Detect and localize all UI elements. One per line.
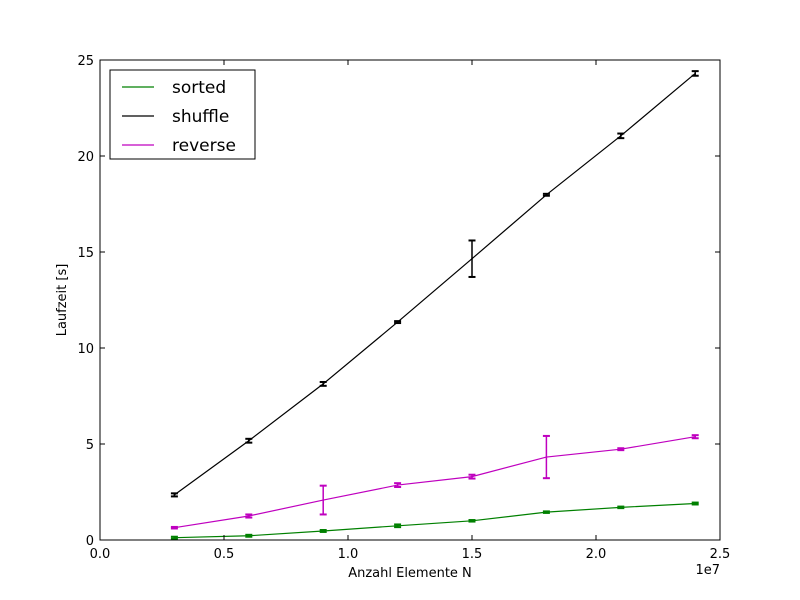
data-point	[694, 502, 696, 505]
data-point	[471, 520, 473, 522]
series-sorted	[170, 501, 699, 540]
ticks-layer: 0.0 0.5 1.0 1.5 2.0 2.5 0 5 10 15 20 25	[77, 54, 730, 562]
series-line-reverse	[174, 436, 696, 529]
data-point	[248, 515, 250, 517]
data-point	[694, 435, 696, 438]
data-point	[620, 506, 622, 509]
data-point	[620, 448, 622, 450]
legend-label-sorted: sorted	[172, 78, 226, 98]
data-point	[173, 494, 176, 496]
legend-box	[109, 69, 256, 160]
y-tick-label: 10	[77, 342, 94, 357]
data-point	[694, 72, 696, 75]
data-point	[545, 511, 548, 513]
data-point	[471, 257, 473, 260]
series-shuffle	[170, 70, 699, 498]
legend-label-shuffle: shuffle	[172, 107, 229, 127]
data-point	[248, 439, 250, 442]
data-point	[173, 536, 176, 539]
x-axis-label: Anzahl Elemente N	[348, 566, 472, 581]
plot-frame	[99, 59, 721, 541]
x-tick-label: 0.5	[214, 547, 235, 562]
data-point	[545, 456, 548, 458]
data-point	[322, 499, 325, 501]
x-tick-label: 2.0	[586, 547, 607, 562]
data-point	[396, 524, 399, 527]
y-tick-label: 25	[77, 54, 94, 69]
data-point	[322, 383, 325, 385]
data-point	[322, 530, 325, 532]
y-tick-label: 20	[77, 150, 94, 165]
data-point	[173, 526, 176, 529]
data-point	[396, 321, 399, 323]
series-line-sorted	[174, 502, 696, 539]
y-tick-label: 5	[86, 438, 94, 453]
legend-label-reverse: reverse	[172, 136, 236, 156]
x-tick-label: 1.5	[462, 547, 483, 562]
data-point	[620, 135, 622, 137]
series-line-shuffle	[174, 72, 696, 496]
series-reverse	[170, 434, 699, 530]
y-axis-label: Laufzeit [s]	[55, 264, 70, 337]
x-tick-label: 0.0	[90, 547, 111, 562]
data-point	[471, 475, 473, 478]
y-tick-label: 0	[86, 534, 94, 549]
data-point	[545, 193, 548, 196]
data-point	[248, 534, 250, 537]
y-tick-label: 15	[77, 246, 94, 261]
legend: sorted shuffle reverse	[109, 69, 256, 160]
x-axis-multiplier: 1e7	[695, 563, 720, 578]
x-tick-label: 1.0	[338, 547, 359, 562]
x-tick-label: 2.5	[710, 547, 731, 562]
series-layer	[170, 70, 699, 540]
data-point	[396, 484, 399, 486]
